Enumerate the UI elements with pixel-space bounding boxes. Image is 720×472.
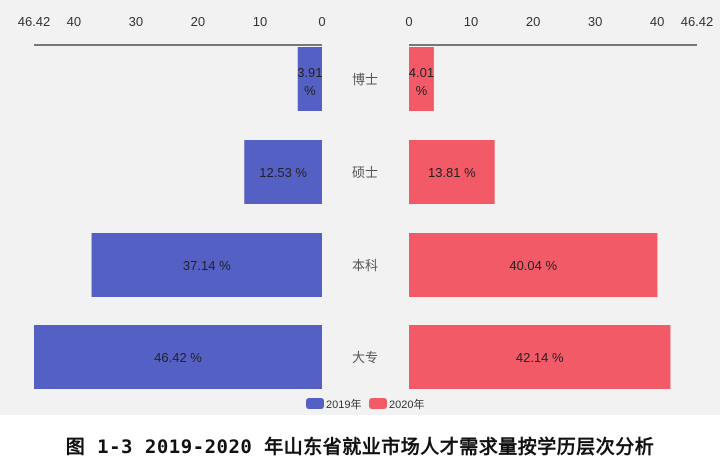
data-label: 13.81 % <box>428 165 476 180</box>
data-label: 4.01 <box>409 65 434 80</box>
category-label: 博士 <box>352 72 378 87</box>
data-label: 37.14 % <box>183 258 231 273</box>
data-label: 46.42 % <box>154 350 202 365</box>
bar-left <box>244 140 322 204</box>
butterfly-chart: 0 0 10 10 20 20 30 30 40 40 46.42 46.42 博士 3.91% 4.01%… <box>0 0 720 415</box>
category-label: 大专 <box>352 350 378 365</box>
left-tick-label: 10 <box>253 14 267 29</box>
legend-label: 2019年 <box>326 397 361 411</box>
bar-left <box>34 325 322 389</box>
left-tick-label: 0 <box>318 14 325 29</box>
right-tick-label: 20 <box>526 14 540 29</box>
bar-right <box>409 233 658 297</box>
data-label: 12.53 % <box>259 165 307 180</box>
chart-svg: 0 0 10 10 20 20 30 30 40 40 46.42 46.42 博士 3.91% 4.01%… <box>18 14 714 411</box>
data-label: 40.04 % <box>509 258 557 273</box>
bar-left <box>91 233 322 297</box>
legend-swatch <box>306 398 324 409</box>
bar-right <box>409 47 434 111</box>
data-label: % <box>416 83 428 98</box>
legend-swatch <box>369 398 387 409</box>
left-tick-label: 20 <box>191 14 205 29</box>
right-tick-label: 46.42 <box>681 14 714 29</box>
figure-caption: 图 1-3 2019-2020 年山东省就业市场人才需求量按学历层次分析 <box>65 436 655 458</box>
bar-right <box>409 325 671 389</box>
legend-label: 2020年 <box>389 397 424 411</box>
left-tick-label: 46.42 <box>18 14 51 29</box>
right-tick-label: 0 <box>405 14 412 29</box>
right-tick-label: 40 <box>650 14 664 29</box>
right-tick-label: 30 <box>588 14 602 29</box>
category-label: 本科 <box>352 258 378 273</box>
data-label: 3.91 <box>297 65 322 80</box>
data-label: 42.14 % <box>516 350 564 365</box>
data-label: % <box>304 83 316 98</box>
bar-left <box>297 47 322 111</box>
bar-right <box>409 140 495 204</box>
category-label: 硕士 <box>352 165 378 180</box>
left-tick-label: 30 <box>129 14 143 29</box>
right-tick-label: 10 <box>464 14 478 29</box>
left-tick-label: 40 <box>67 14 81 29</box>
